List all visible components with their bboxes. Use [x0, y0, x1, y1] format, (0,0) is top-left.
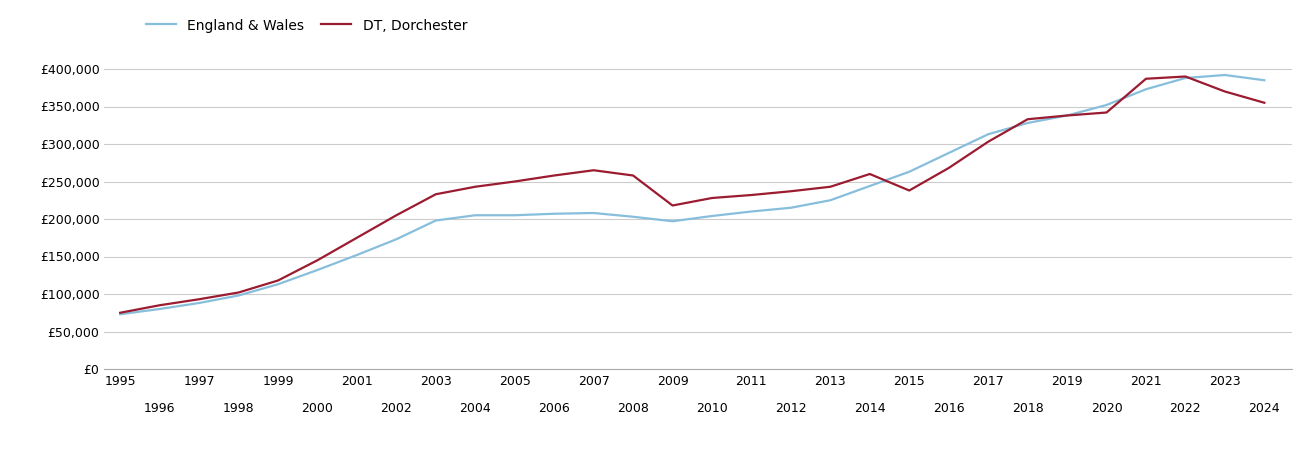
Legend: England & Wales, DT, Dorchester: England & Wales, DT, Dorchester	[140, 13, 472, 38]
England & Wales	[744, 209, 760, 214]
DT, Dorchester	[664, 203, 680, 208]
England & Wales	[1019, 120, 1035, 126]
DT, Dorchester	[270, 278, 286, 283]
England & Wales	[467, 212, 483, 218]
DT, Dorchester	[467, 184, 483, 189]
DT, Dorchester	[389, 212, 405, 218]
England & Wales	[902, 169, 917, 175]
DT, Dorchester	[941, 165, 957, 171]
England & Wales	[1138, 86, 1154, 92]
DT, Dorchester	[1257, 100, 1272, 105]
DT, Dorchester	[309, 257, 325, 263]
England & Wales	[625, 214, 641, 220]
England & Wales	[705, 213, 720, 219]
DT, Dorchester	[192, 297, 207, 302]
England & Wales	[506, 212, 522, 218]
DT, Dorchester	[783, 189, 799, 194]
England & Wales	[822, 198, 838, 203]
England & Wales	[980, 131, 996, 137]
DT, Dorchester	[231, 290, 247, 295]
England & Wales	[586, 210, 602, 216]
DT, Dorchester	[822, 184, 838, 189]
Line: DT, Dorchester: DT, Dorchester	[120, 76, 1265, 313]
DT, Dorchester	[506, 179, 522, 184]
DT, Dorchester	[744, 192, 760, 198]
England & Wales	[547, 211, 562, 216]
DT, Dorchester	[1218, 89, 1233, 94]
DT, Dorchester	[428, 192, 444, 197]
DT, Dorchester	[1019, 117, 1035, 122]
DT, Dorchester	[547, 173, 562, 178]
England & Wales	[231, 293, 247, 298]
DT, Dorchester	[705, 195, 720, 201]
England & Wales	[1218, 72, 1233, 78]
DT, Dorchester	[902, 188, 917, 193]
England & Wales	[941, 150, 957, 156]
DT, Dorchester	[1177, 74, 1193, 79]
DT, Dorchester	[112, 310, 128, 315]
England & Wales	[112, 311, 128, 317]
DT, Dorchester	[151, 302, 167, 308]
DT, Dorchester	[1060, 113, 1075, 118]
DT, Dorchester	[1099, 110, 1114, 115]
England & Wales	[270, 282, 286, 287]
England & Wales	[389, 237, 405, 242]
England & Wales	[1257, 77, 1272, 83]
England & Wales	[863, 183, 878, 189]
DT, Dorchester	[348, 235, 364, 240]
England & Wales	[1099, 102, 1114, 108]
DT, Dorchester	[980, 139, 996, 144]
England & Wales	[348, 252, 364, 258]
DT, Dorchester	[586, 167, 602, 173]
DT, Dorchester	[1138, 76, 1154, 81]
England & Wales	[151, 306, 167, 312]
England & Wales	[192, 300, 207, 306]
Line: England & Wales: England & Wales	[120, 75, 1265, 314]
DT, Dorchester	[625, 173, 641, 178]
DT, Dorchester	[863, 171, 878, 177]
England & Wales	[1060, 113, 1075, 118]
England & Wales	[428, 218, 444, 223]
England & Wales	[664, 219, 680, 224]
England & Wales	[309, 267, 325, 273]
England & Wales	[783, 205, 799, 211]
England & Wales	[1177, 75, 1193, 81]
